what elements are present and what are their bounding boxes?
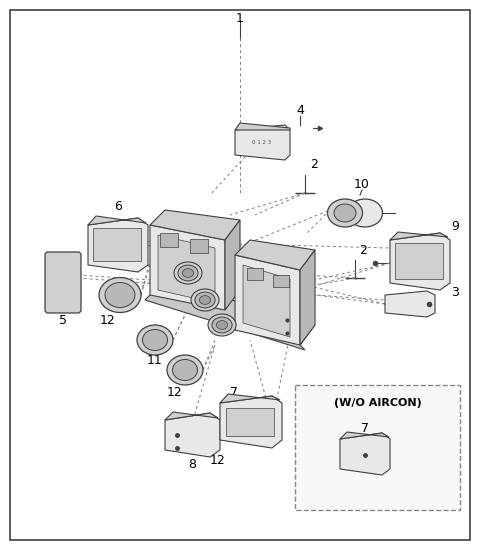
- Polygon shape: [235, 255, 300, 345]
- Polygon shape: [235, 123, 290, 130]
- Text: (W/O AIRCON): (W/O AIRCON): [334, 398, 422, 408]
- Text: 12: 12: [167, 387, 183, 399]
- Bar: [93, 228, 141, 261]
- Ellipse shape: [137, 325, 173, 355]
- Ellipse shape: [191, 289, 219, 311]
- Ellipse shape: [143, 330, 168, 351]
- Text: 2: 2: [359, 244, 367, 257]
- Text: 7: 7: [361, 422, 369, 434]
- Bar: [247, 268, 263, 280]
- Text: 5: 5: [59, 314, 67, 326]
- Ellipse shape: [105, 283, 135, 307]
- Text: 0 1 2 3: 0 1 2 3: [252, 141, 272, 146]
- Polygon shape: [243, 265, 290, 337]
- Text: 6: 6: [114, 201, 122, 213]
- Ellipse shape: [216, 321, 228, 330]
- Polygon shape: [165, 413, 220, 457]
- Polygon shape: [88, 216, 146, 225]
- Ellipse shape: [195, 292, 215, 308]
- Polygon shape: [235, 125, 290, 160]
- Bar: [395, 243, 443, 279]
- Polygon shape: [340, 433, 390, 475]
- Text: 4: 4: [296, 104, 304, 116]
- Text: 12: 12: [210, 454, 226, 466]
- Polygon shape: [150, 225, 225, 310]
- FancyBboxPatch shape: [295, 385, 460, 510]
- Polygon shape: [88, 218, 148, 272]
- Ellipse shape: [327, 199, 362, 227]
- Ellipse shape: [182, 269, 193, 278]
- Ellipse shape: [99, 278, 141, 312]
- Polygon shape: [225, 220, 240, 310]
- Text: 8: 8: [188, 459, 196, 471]
- Text: 11: 11: [147, 353, 163, 367]
- Ellipse shape: [172, 360, 197, 381]
- Polygon shape: [220, 394, 280, 403]
- Polygon shape: [150, 210, 240, 240]
- Text: 3: 3: [451, 286, 459, 300]
- Bar: [226, 408, 274, 436]
- Polygon shape: [340, 432, 389, 439]
- Ellipse shape: [334, 204, 356, 222]
- Ellipse shape: [208, 314, 236, 336]
- Polygon shape: [300, 250, 315, 345]
- Ellipse shape: [199, 296, 211, 304]
- Polygon shape: [390, 232, 448, 240]
- Bar: [273, 275, 289, 287]
- Polygon shape: [235, 240, 315, 270]
- Text: 9: 9: [451, 220, 459, 233]
- Text: 12: 12: [100, 314, 116, 326]
- Polygon shape: [385, 291, 435, 317]
- Text: 7: 7: [230, 387, 238, 399]
- FancyBboxPatch shape: [45, 252, 81, 313]
- Polygon shape: [165, 412, 218, 420]
- Polygon shape: [220, 396, 282, 448]
- Bar: [160, 233, 178, 247]
- Ellipse shape: [212, 317, 232, 333]
- Text: 2: 2: [310, 158, 318, 172]
- Polygon shape: [390, 233, 450, 290]
- Polygon shape: [158, 235, 215, 303]
- Ellipse shape: [167, 355, 203, 385]
- Text: 1: 1: [236, 12, 244, 24]
- Ellipse shape: [174, 262, 202, 284]
- Ellipse shape: [178, 265, 198, 281]
- Text: 10: 10: [354, 178, 370, 192]
- Polygon shape: [145, 280, 315, 350]
- Ellipse shape: [348, 199, 383, 227]
- Bar: [190, 239, 208, 253]
